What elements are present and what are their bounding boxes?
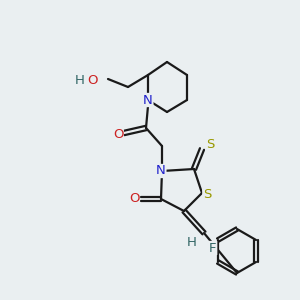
Text: S: S <box>203 188 211 202</box>
Text: N: N <box>156 164 166 178</box>
Text: O: O <box>87 74 97 88</box>
Text: F: F <box>209 242 217 254</box>
Text: O: O <box>129 193 139 206</box>
Text: S: S <box>206 139 214 152</box>
Text: H: H <box>75 74 85 88</box>
Text: N: N <box>143 94 153 106</box>
Text: H: H <box>187 236 197 250</box>
Text: O: O <box>113 128 123 140</box>
